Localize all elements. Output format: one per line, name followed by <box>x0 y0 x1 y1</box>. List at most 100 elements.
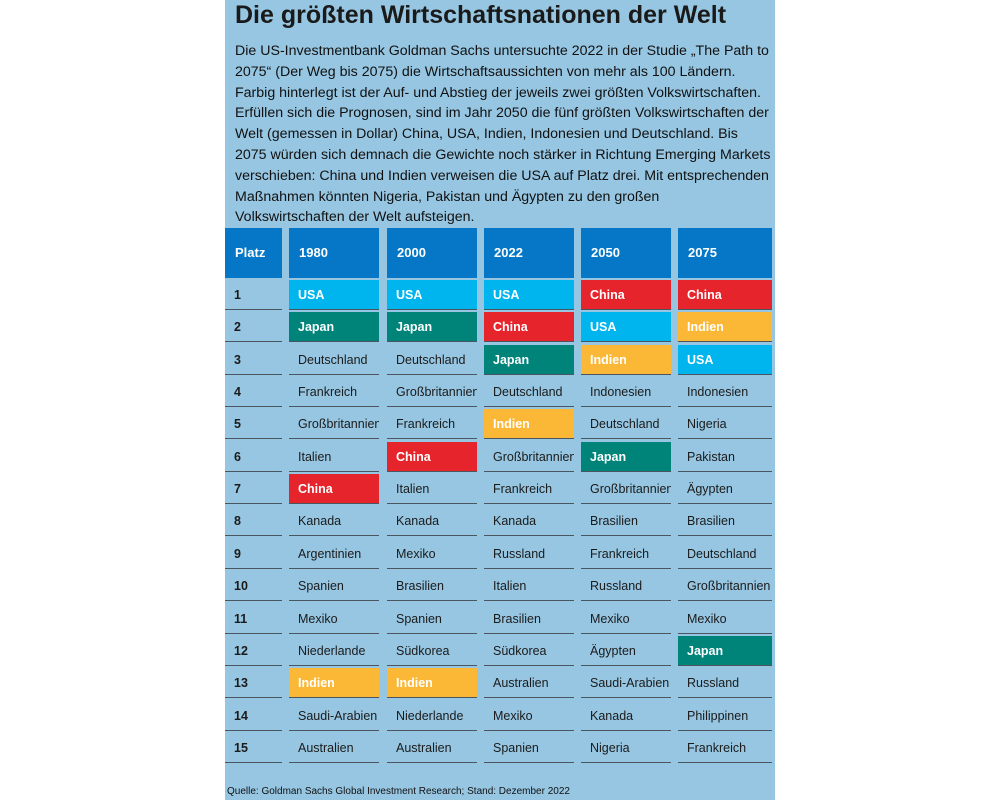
cell-2022-indien: Indien <box>484 409 574 440</box>
cell-2075-großbritannien: Großbritannien <box>678 571 772 602</box>
cell-2022-deutschland: Deutschland <box>484 377 574 408</box>
cell-2050-china: China <box>581 280 671 310</box>
cell-1980-deutschland: Deutschland <box>289 345 379 375</box>
cell-2000-südkorea: Südkorea <box>387 636 477 666</box>
header-year-2000: 2000 <box>387 228 477 278</box>
cell-2050-brasilien: Brasilien <box>581 506 671 537</box>
cell-2075-russland: Russland <box>678 668 772 699</box>
rank-cell-15: 15 <box>225 733 282 763</box>
cell-2000-china: China <box>387 441 477 472</box>
header-year-2075: 2075 <box>678 228 772 278</box>
rank-cell-10: 10 <box>225 571 282 602</box>
cell-2075-mexiko: Mexiko <box>678 604 772 634</box>
cell-2075-philippinen: Philippinen <box>678 701 772 731</box>
rank-cell-4: 4 <box>225 377 282 408</box>
rank-cell-2: 2 <box>225 312 282 343</box>
header-year-2050: 2050 <box>581 228 671 278</box>
cell-2050-japan: Japan <box>581 441 671 472</box>
source-note: Quelle: Goldman Sachs Global Investment … <box>227 786 570 797</box>
cell-2000-brasilien: Brasilien <box>387 571 477 602</box>
cell-2050-deutschland: Deutschland <box>581 409 671 440</box>
cell-2075-usa: USA <box>678 344 772 375</box>
rank-cell-11: 11 <box>225 604 282 634</box>
cell-2075-brasilien: Brasilien <box>678 506 772 537</box>
rank-cell-3: 3 <box>225 345 282 375</box>
cell-2022-usa: USA <box>484 280 574 310</box>
cell-2050-indonesien: Indonesien <box>581 377 671 408</box>
cell-2000-frankreich: Frankreich <box>387 409 477 440</box>
cell-2075-nigeria: Nigeria <box>678 409 772 440</box>
cell-2050-ägypten: Ägypten <box>581 636 671 666</box>
cell-2050-usa: USA <box>581 312 671 343</box>
cell-2075-pakistan: Pakistan <box>678 442 772 472</box>
cell-2000-deutschland: Deutschland <box>387 345 477 375</box>
cell-2050-kanada: Kanada <box>581 701 671 731</box>
cell-2075-indonesien: Indonesien <box>678 377 772 408</box>
cell-1980-china: China <box>289 474 379 505</box>
cell-2000-kanada: Kanada <box>387 506 477 537</box>
cell-2050-frankreich: Frankreich <box>581 539 671 569</box>
cell-2022-frankreich: Frankreich <box>484 474 574 505</box>
cell-2000-niederlande: Niederlande <box>387 701 477 731</box>
cell-2022-kanada: Kanada <box>484 506 574 537</box>
cell-2022-japan: Japan <box>484 344 574 375</box>
cell-1980-großbritannien: Großbritannien <box>289 409 379 440</box>
header-platz: Platz <box>225 228 282 278</box>
cell-2050-russland: Russland <box>581 571 671 602</box>
cell-1980-kanada: Kanada <box>289 506 379 537</box>
cell-2050-nigeria: Nigeria <box>581 733 671 763</box>
cell-2050-großbritannien: Großbritannien <box>581 474 671 505</box>
cell-2075-frankreich: Frankreich <box>678 733 772 763</box>
cell-2000-spanien: Spanien <box>387 604 477 634</box>
cell-1980-frankreich: Frankreich <box>289 377 379 408</box>
cell-1980-niederlande: Niederlande <box>289 636 379 666</box>
rank-cell-6: 6 <box>225 442 282 472</box>
cell-2075-indien: Indien <box>678 312 772 343</box>
page-title: Die größten Wirtschaftsnationen der Welt <box>235 1 727 29</box>
cell-2050-mexiko: Mexiko <box>581 604 671 634</box>
cell-1980-saudi-arabien: Saudi-Arabien <box>289 701 379 731</box>
cell-2022-großbritannien: Großbritannien <box>484 442 574 472</box>
cell-2000-japan: Japan <box>387 312 477 343</box>
cell-2075-japan: Japan <box>678 635 772 666</box>
cell-2022-südkorea: Südkorea <box>484 636 574 666</box>
cell-1980-argentinien: Argentinien <box>289 539 379 569</box>
cell-2022-brasilien: Brasilien <box>484 604 574 634</box>
cell-2075-china: China <box>678 280 772 310</box>
cell-2000-usa: USA <box>387 280 477 310</box>
cell-1980-italien: Italien <box>289 442 379 472</box>
cell-2075-ägypten: Ägypten <box>678 474 772 505</box>
rank-cell-12: 12 <box>225 636 282 666</box>
cell-1980-australien: Australien <box>289 733 379 763</box>
cell-1980-mexiko: Mexiko <box>289 604 379 634</box>
cell-2022-italien: Italien <box>484 571 574 602</box>
cell-2022-mexiko: Mexiko <box>484 701 574 731</box>
cell-1980-spanien: Spanien <box>289 571 379 602</box>
cell-2022-russland: Russland <box>484 539 574 569</box>
cell-2000-italien: Italien <box>387 474 477 505</box>
rank-cell-7: 7 <box>225 474 282 505</box>
cell-1980-usa: USA <box>289 280 379 310</box>
cell-1980-japan: Japan <box>289 312 379 343</box>
cell-1980-indien: Indien <box>289 668 379 699</box>
rank-cell-1: 1 <box>225 280 282 310</box>
cell-2022-spanien: Spanien <box>484 733 574 763</box>
cell-2000-großbritannien: Großbritannien <box>387 377 477 408</box>
header-year-2022: 2022 <box>484 228 574 278</box>
rank-cell-13: 13 <box>225 668 282 699</box>
cell-2022-china: China <box>484 312 574 343</box>
header-year-1980: 1980 <box>289 228 379 278</box>
cell-2075-deutschland: Deutschland <box>678 539 772 569</box>
cell-2022-australien: Australien <box>484 668 574 699</box>
cell-2050-saudi-arabien: Saudi-Arabien <box>581 668 671 699</box>
intro-text: Die US-Investmentbank Goldman Sachs unte… <box>235 43 771 226</box>
rank-cell-9: 9 <box>225 539 282 569</box>
rank-cell-5: 5 <box>225 409 282 440</box>
cell-2000-australien: Australien <box>387 733 477 763</box>
cell-2050-indien: Indien <box>581 344 671 375</box>
rank-cell-8: 8 <box>225 506 282 537</box>
cell-2000-mexiko: Mexiko <box>387 539 477 569</box>
infographic-panel: Die größten Wirtschaftsnationen der Welt… <box>225 0 775 800</box>
cell-2000-indien: Indien <box>387 668 477 699</box>
rank-cell-14: 14 <box>225 701 282 731</box>
